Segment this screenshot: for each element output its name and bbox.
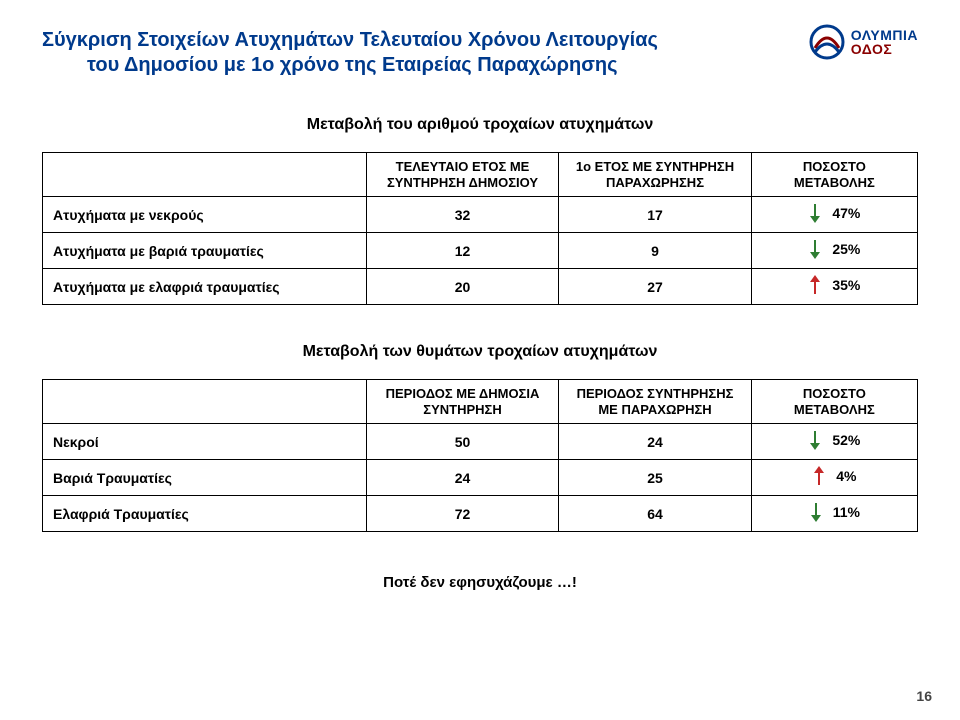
arrow-down-icon — [808, 239, 822, 262]
row-val1: 12 — [366, 233, 559, 269]
row-label: Ατυχήματα με ελαφριά τραυματίες — [43, 269, 367, 305]
logo-text-line-2: ΟΔΟΣ — [851, 42, 893, 56]
title-line-1: Σύγκριση Στοιχείων Ατυχημάτων Τελευταίου… — [42, 28, 789, 53]
row-val1: 24 — [366, 460, 559, 496]
row-pct: 47% — [751, 197, 917, 233]
header: Σύγκριση Στοιχείων Ατυχημάτων Τελευταίου… — [42, 28, 918, 78]
logo: ΟΛΥΜΠΙΑ ΟΔΟΣ — [809, 24, 918, 60]
table-row: Ατυχήματα με ελαφριά τραυματίες 20 27 35… — [43, 269, 918, 305]
table1-h0 — [43, 153, 367, 197]
row-val1: 50 — [366, 424, 559, 460]
footer-text: Ποτέ δεν εφησυχάζουμε …! — [42, 574, 918, 591]
table1-h3: ΠΟΣΟΣΤΟ ΜΕΤΑΒΟΛΗΣ — [751, 153, 917, 197]
table-accidents: ΤΕΛΕΥΤΑΙΟ ΕΤΟΣ ΜΕ ΣΥΝΤΗΡΗΣΗ ΔΗΜΟΣΙΟΥ 1ο … — [42, 152, 918, 305]
title-line-2: του Δημοσίου με 1ο χρόνο της Εταιρείας Π… — [87, 53, 789, 78]
table2-h3: ΠΟΣΟΣΤΟ ΜΕΤΑΒΟΛΗΣ — [751, 380, 917, 424]
table1-h1: ΤΕΛΕΥΤΑΙΟ ΕΤΟΣ ΜΕ ΣΥΝΤΗΡΗΣΗ ΔΗΜΟΣΙΟΥ — [366, 153, 559, 197]
table-victims: ΠΕΡΙΟΔΟΣ ΜΕ ΔΗΜΟΣΙΑ ΣΥΝΤΗΡΗΣΗ ΠΕΡΙΟΔΟΣ Σ… — [42, 379, 918, 532]
row-pct: 52% — [751, 424, 917, 460]
table2-h0 — [43, 380, 367, 424]
row-pct: 25% — [751, 233, 917, 269]
row-val2: 25 — [559, 460, 752, 496]
row-label: Ατυχήματα με νεκρούς — [43, 197, 367, 233]
table1-h2: 1ο ΕΤΟΣ ΜΕ ΣΥΝΤΗΡΗΣΗ ΠΑΡΑΧΩΡΗΣΗΣ — [559, 153, 752, 197]
row-pct: 4% — [751, 460, 917, 496]
row-label: Ελαφριά Τραυματίες — [43, 496, 367, 532]
logo-text-line-1: ΟΛΥΜΠΙΑ — [851, 28, 918, 42]
arrow-down-icon — [808, 430, 822, 453]
arrow-down-icon — [809, 502, 823, 525]
row-pct: 35% — [751, 269, 917, 305]
logo-icon — [809, 24, 845, 60]
arrow-up-icon — [812, 466, 826, 489]
row-val1: 20 — [366, 269, 559, 305]
page-number: 16 — [916, 688, 932, 704]
row-val1: 32 — [366, 197, 559, 233]
row-label: Νεκροί — [43, 424, 367, 460]
row-pct: 11% — [751, 496, 917, 532]
table1-subtitle: Μεταβολή του αριθμού τροχαίων ατυχημάτων — [42, 116, 918, 134]
arrow-down-icon — [808, 203, 822, 226]
table-row: Ελαφριά Τραυματίες 72 64 11% — [43, 496, 918, 532]
table-row: Βαριά Τραυματίες 24 25 4% — [43, 460, 918, 496]
row-label: Βαριά Τραυματίες — [43, 460, 367, 496]
row-val2: 27 — [559, 269, 752, 305]
table2-h1: ΠΕΡΙΟΔΟΣ ΜΕ ΔΗΜΟΣΙΑ ΣΥΝΤΗΡΗΣΗ — [366, 380, 559, 424]
row-val1: 72 — [366, 496, 559, 532]
table2-h2: ΠΕΡΙΟΔΟΣ ΣΥΝΤΗΡΗΣΗΣ ΜΕ ΠΑΡΑΧΩΡΗΣΗ — [559, 380, 752, 424]
row-label: Ατυχήματα με βαριά τραυματίες — [43, 233, 367, 269]
row-val2: 17 — [559, 197, 752, 233]
table1-header-row: ΤΕΛΕΥΤΑΙΟ ΕΤΟΣ ΜΕ ΣΥΝΤΗΡΗΣΗ ΔΗΜΟΣΙΟΥ 1ο … — [43, 153, 918, 197]
arrow-up-icon — [808, 275, 822, 298]
table-row: Νεκροί 50 24 52% — [43, 424, 918, 460]
table2-subtitle: Μεταβολή των θυμάτων τροχαίων ατυχημάτων — [42, 343, 918, 361]
table2-header-row: ΠΕΡΙΟΔΟΣ ΜΕ ΔΗΜΟΣΙΑ ΣΥΝΤΗΡΗΣΗ ΠΕΡΙΟΔΟΣ Σ… — [43, 380, 918, 424]
logo-text: ΟΛΥΜΠΙΑ ΟΔΟΣ — [851, 28, 918, 56]
row-val2: 24 — [559, 424, 752, 460]
row-val2: 64 — [559, 496, 752, 532]
table-row: Ατυχήματα με βαριά τραυματίες 12 9 25% — [43, 233, 918, 269]
table-row: Ατυχήματα με νεκρούς 32 17 47% — [43, 197, 918, 233]
row-val2: 9 — [559, 233, 752, 269]
title-block: Σύγκριση Στοιχείων Ατυχημάτων Τελευταίου… — [42, 28, 809, 78]
